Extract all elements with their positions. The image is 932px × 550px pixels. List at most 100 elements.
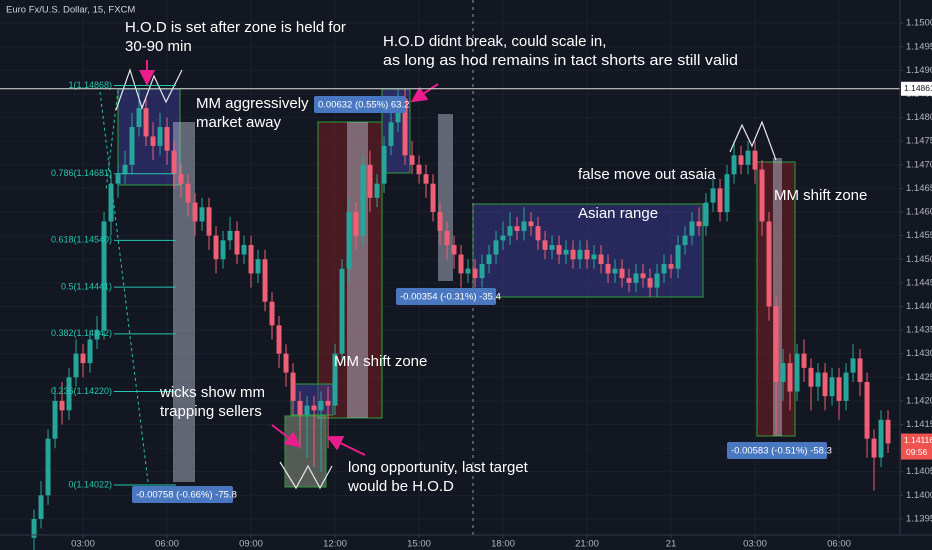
- fib-trend: [105, 89, 119, 191]
- y-tick-label: 1.14050: [906, 466, 932, 477]
- candle-body: [598, 254, 604, 264]
- candle-body: [507, 226, 513, 236]
- candle-body: [528, 221, 534, 227]
- candle-body: [857, 358, 863, 383]
- countdown: 09:56: [906, 447, 928, 457]
- candle-body: [808, 367, 814, 387]
- candle-body: [479, 263, 485, 279]
- candle-body: [332, 353, 338, 406]
- y-tick-label: 1.13950: [906, 513, 932, 524]
- candle-body: [591, 254, 597, 260]
- candle-body: [465, 268, 471, 274]
- y-tick-label: 1.14250: [906, 372, 932, 383]
- annotation: MM shift zone: [774, 187, 867, 204]
- candle-body: [227, 230, 233, 241]
- candle-body: [115, 174, 121, 184]
- x-tick-label: 06:00: [155, 539, 179, 550]
- candle-body: [654, 273, 660, 288]
- candle-body: [535, 226, 541, 241]
- fib-label: 0.236(1.14220): [51, 386, 112, 396]
- candle-body: [290, 372, 296, 401]
- candle-body: [612, 268, 618, 274]
- measurements: 0.00632 (0.55%) 63.2 -0.00354 (-0.31%) -…: [132, 96, 832, 503]
- candle-body: [710, 188, 716, 203]
- candle-body: [409, 155, 415, 165]
- candle-body: [542, 240, 548, 250]
- x-tick-label: 09:00: [239, 539, 263, 550]
- candle-body: [220, 240, 226, 260]
- candle-body: [801, 353, 807, 368]
- y-tick-label: 1.15000: [906, 18, 932, 29]
- candle-body: [297, 400, 303, 416]
- shade-bar: [773, 158, 782, 436]
- last-price-label: 1.14116: [904, 435, 932, 445]
- annotation: Asian range: [578, 205, 658, 222]
- zigzag: [729, 120, 777, 161]
- candle-body: [619, 268, 625, 279]
- candle-body: [885, 419, 891, 444]
- candle-body: [570, 249, 576, 260]
- candle-body: [549, 245, 555, 250]
- candle-body: [584, 249, 590, 260]
- long-zone: [284, 415, 327, 488]
- measure-box: [314, 96, 406, 113]
- annotation: MM shift zone: [334, 353, 427, 370]
- candle-body: [59, 400, 65, 411]
- candle-body: [738, 155, 744, 165]
- measure-label: -0.00758 (-0.66%) -75.8: [136, 490, 237, 501]
- fib-label: 0(1.14022): [68, 479, 112, 489]
- annotation: wicks show mm: [159, 384, 265, 401]
- candle-body: [563, 249, 569, 255]
- candle-body: [759, 169, 765, 222]
- candle-body: [367, 164, 373, 198]
- measure-box: [396, 288, 496, 305]
- candle-body: [374, 183, 380, 198]
- measure-label: 0.00632 (0.55%) 63.2: [318, 100, 409, 111]
- candle-body: [731, 155, 737, 175]
- candle-body: [416, 164, 422, 175]
- candle-body: [80, 353, 86, 364]
- candle-body: [640, 273, 646, 279]
- candle-body: [500, 235, 506, 241]
- candle-body: [766, 221, 772, 307]
- shade-bar: [438, 114, 453, 281]
- candle-body: [283, 353, 289, 373]
- candle-body: [458, 254, 464, 274]
- arrow: [326, 436, 366, 456]
- x-tick-label: 06:00: [827, 539, 851, 550]
- y-tick-label: 1.14950: [906, 41, 932, 52]
- x-tick-label: 21: [666, 539, 677, 550]
- candle-body: [66, 377, 72, 411]
- x-tick-label: 21:00: [575, 539, 599, 550]
- y-tick-label: 1.14700: [906, 159, 932, 170]
- zone: [290, 383, 334, 416]
- y-tick-label: 1.14500: [906, 254, 932, 265]
- candle-body: [136, 108, 142, 128]
- candle-body: [472, 268, 478, 279]
- y-tick-label: 1.14350: [906, 325, 932, 336]
- x-tick-label: 18:00: [491, 539, 515, 550]
- candle-body: [325, 400, 331, 406]
- candle-body: [521, 221, 527, 231]
- candle-body: [437, 212, 443, 231]
- candle-body: [353, 212, 359, 236]
- candle-body: [381, 145, 387, 184]
- zigzag: [115, 68, 183, 111]
- candle-body: [241, 245, 247, 255]
- candle-body: [444, 230, 450, 246]
- measure-label: -0.00583 (-0.51%) -58.3: [731, 446, 832, 457]
- annotations: H.O.D is set after zone is held for 30-9…: [125, 19, 867, 495]
- annotation: trapping sellers: [160, 403, 262, 420]
- candle-body: [87, 339, 93, 364]
- candles: [31, 89, 891, 550]
- candle-body: [752, 150, 758, 170]
- candle-body: [773, 306, 779, 383]
- current-price-label: 1.14861: [904, 83, 932, 93]
- candle-body: [864, 382, 870, 439]
- arrow: [410, 83, 439, 103]
- drawings: [115, 60, 777, 490]
- annotation: as long as hod remains in tact shorts ar…: [383, 52, 738, 69]
- y-tick-label: 1.14300: [906, 348, 932, 359]
- candle-body: [745, 150, 751, 165]
